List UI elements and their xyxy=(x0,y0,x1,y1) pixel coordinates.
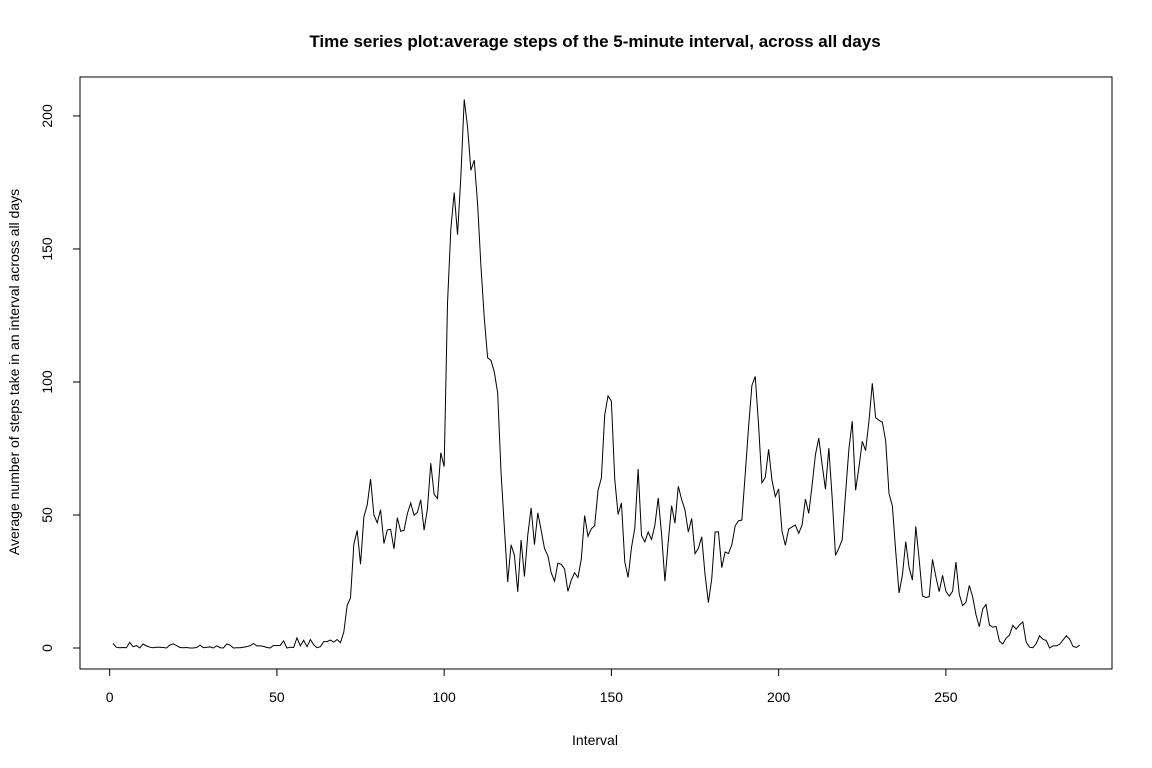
y-tick-label-200: 200 xyxy=(39,104,55,128)
x-tick-label-250: 250 xyxy=(934,689,958,705)
y-tick-label-150: 150 xyxy=(39,237,55,261)
plot-frame xyxy=(79,76,1113,670)
y-axis-label: Average number of steps take in an inter… xyxy=(6,189,22,555)
chart-title: Time series plot:average steps of the 5-… xyxy=(309,32,880,51)
x-axis: 0 50 100 150 200 250 xyxy=(106,668,958,705)
y-tick-label-50: 50 xyxy=(39,507,55,523)
x-tick-label-50: 50 xyxy=(269,689,285,705)
x-tick-label-100: 100 xyxy=(432,689,456,705)
series-line-average-steps xyxy=(112,99,1080,649)
y-axis: 0 50 100 150 200 xyxy=(39,104,81,652)
y-tick-label-0: 0 xyxy=(39,644,55,652)
x-tick-label-200: 200 xyxy=(767,689,791,705)
y-tick-label-100: 100 xyxy=(39,370,55,394)
x-axis-label: Interval xyxy=(572,732,618,748)
x-tick-label-150: 150 xyxy=(600,689,624,705)
x-tick-label-0: 0 xyxy=(106,689,114,705)
